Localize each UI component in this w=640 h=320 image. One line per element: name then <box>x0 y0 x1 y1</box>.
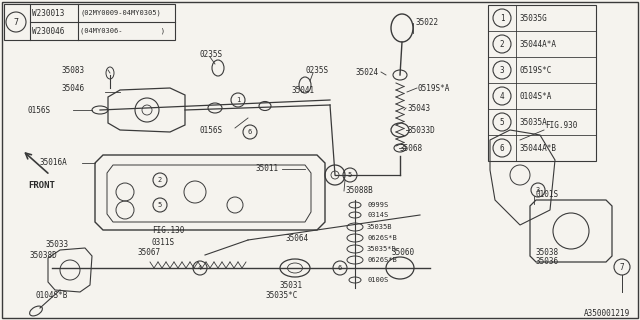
Text: FRONT: FRONT <box>28 180 55 189</box>
Text: (04MY0306-         ): (04MY0306- ) <box>80 28 165 34</box>
Text: 35043: 35043 <box>407 103 430 113</box>
Text: 0519S*A: 0519S*A <box>418 84 451 92</box>
Text: FIG.930: FIG.930 <box>545 121 577 130</box>
Text: 35083: 35083 <box>62 66 85 75</box>
Text: 3: 3 <box>500 66 504 75</box>
Text: 0626S*B: 0626S*B <box>367 257 397 263</box>
Text: 35064: 35064 <box>285 234 308 243</box>
Text: 0311S: 0311S <box>152 237 175 246</box>
Text: 0104S*B: 0104S*B <box>35 291 67 300</box>
Text: 7: 7 <box>620 262 624 271</box>
Text: 0626S*B: 0626S*B <box>367 235 397 241</box>
Text: 5: 5 <box>158 202 162 208</box>
Text: 1: 1 <box>500 13 504 22</box>
Text: W230046: W230046 <box>32 27 65 36</box>
Text: 0519S*C: 0519S*C <box>520 66 552 75</box>
Text: A350001219: A350001219 <box>584 309 630 318</box>
Text: 0314S: 0314S <box>367 212 388 218</box>
Text: 35035*D: 35035*D <box>367 246 397 252</box>
Text: 5: 5 <box>500 117 504 126</box>
Text: (02MY0009-04MY0305): (02MY0009-04MY0305) <box>80 10 161 16</box>
Text: 0999S: 0999S <box>367 202 388 208</box>
Text: 35031: 35031 <box>280 281 303 290</box>
Text: 35044A*A: 35044A*A <box>520 39 557 49</box>
Text: 35068: 35068 <box>400 143 423 153</box>
Text: 35033D: 35033D <box>407 125 435 134</box>
Text: 7: 7 <box>13 18 19 27</box>
Text: 35035B: 35035B <box>367 224 392 230</box>
Text: 35011: 35011 <box>255 164 278 172</box>
Text: 35036: 35036 <box>536 258 559 267</box>
Text: 0235S: 0235S <box>200 50 223 59</box>
Text: 0104S*A: 0104S*A <box>520 92 552 100</box>
Text: 35067: 35067 <box>138 247 161 257</box>
Text: 0156S: 0156S <box>200 125 223 134</box>
Text: 35022: 35022 <box>415 18 438 27</box>
Text: 3: 3 <box>536 187 540 193</box>
Text: 35033: 35033 <box>45 239 68 249</box>
Text: 35041: 35041 <box>292 85 315 94</box>
Text: W230013: W230013 <box>32 9 65 18</box>
Text: 0100S: 0100S <box>367 277 388 283</box>
Text: 0235S: 0235S <box>305 66 328 75</box>
Text: 2: 2 <box>158 177 162 183</box>
Text: 35088B: 35088B <box>345 186 372 195</box>
Text: 5: 5 <box>348 172 352 178</box>
Text: 4: 4 <box>500 92 504 100</box>
Text: 35038D: 35038D <box>30 252 58 260</box>
Text: FIG.130: FIG.130 <box>152 226 184 235</box>
Text: 35038: 35038 <box>536 247 559 257</box>
Text: 4: 4 <box>198 265 202 271</box>
Text: 35060: 35060 <box>392 247 415 257</box>
Bar <box>4 4 175 40</box>
Text: 1: 1 <box>236 97 240 103</box>
Text: 0101S: 0101S <box>535 189 558 198</box>
Text: 35016A: 35016A <box>40 157 68 166</box>
Text: 2: 2 <box>500 39 504 49</box>
Text: 6: 6 <box>500 143 504 153</box>
Text: 35035G: 35035G <box>520 13 548 22</box>
Text: 35044A*B: 35044A*B <box>520 143 557 153</box>
Text: 0156S: 0156S <box>28 106 51 115</box>
Bar <box>488 5 596 161</box>
Text: 6: 6 <box>248 129 252 135</box>
Text: 35035*C: 35035*C <box>265 292 298 300</box>
Text: 35046: 35046 <box>62 84 85 92</box>
Text: 35024: 35024 <box>355 68 378 76</box>
Text: 35035A: 35035A <box>520 117 548 126</box>
Text: 6: 6 <box>338 265 342 271</box>
